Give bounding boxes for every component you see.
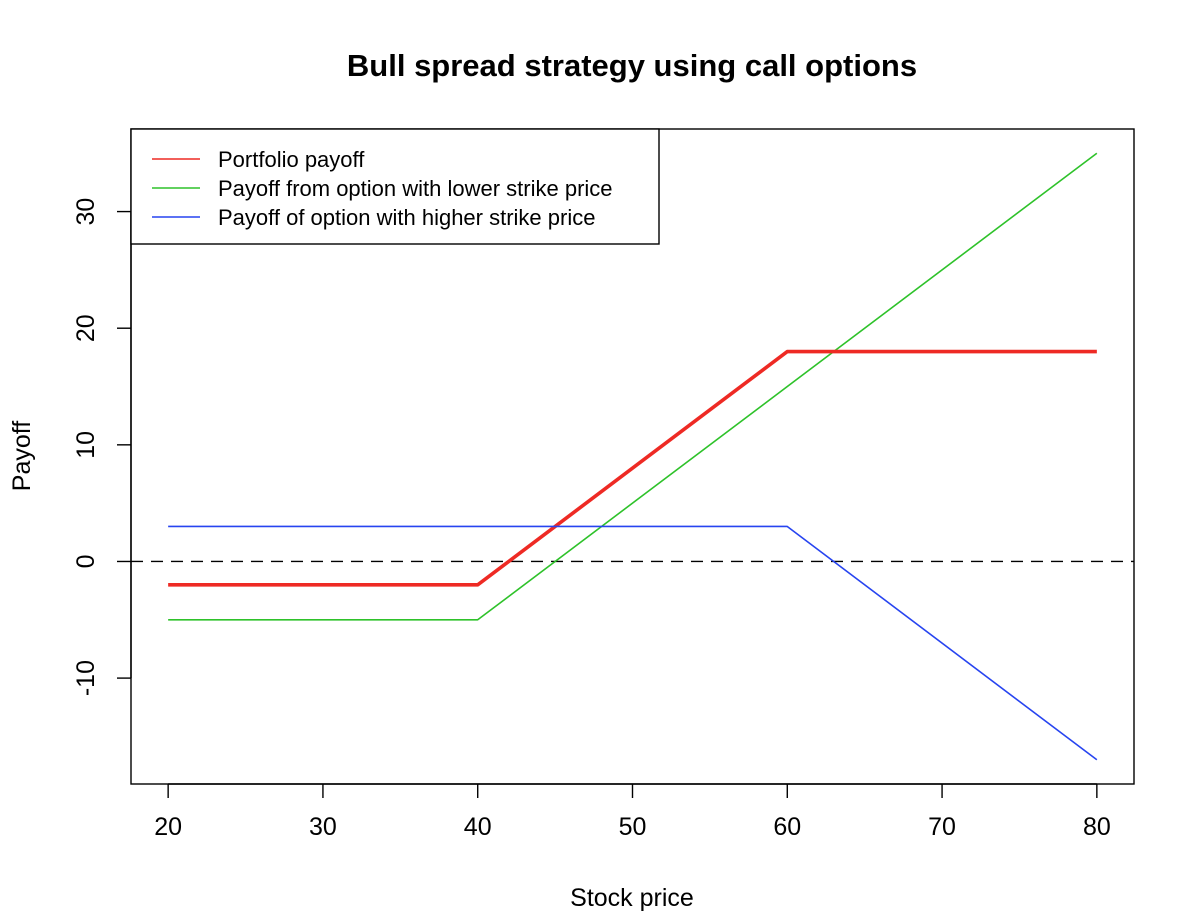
x-tick-label: 40	[464, 813, 492, 841]
chart-title: Bull spread strategy using call options	[347, 48, 917, 83]
y-tick-label: 30	[72, 198, 100, 226]
legend-label-1: Payoff from option with lower strike pri…	[218, 176, 613, 201]
x-tick-label: 20	[154, 813, 182, 841]
x-tick-label: 50	[619, 813, 647, 841]
x-tick-label: 30	[309, 813, 337, 841]
y-axis-label: Payoff	[8, 421, 36, 491]
y-tick-label: 20	[72, 314, 100, 342]
legend-label-2: Payoff of option with higher strike pric…	[218, 205, 595, 230]
legend-label-0: Portfolio payoff	[218, 147, 365, 172]
x-tick-label: 70	[928, 813, 956, 841]
x-axis-label: Stock price	[570, 884, 694, 912]
x-tick-label: 80	[1083, 813, 1111, 841]
legend: Portfolio payoff Payoff from option with …	[131, 129, 659, 244]
y-axis: -10 0 10 20 30	[72, 198, 131, 697]
y-tick-label: 0	[72, 555, 100, 569]
y-tick-label: 10	[72, 431, 100, 459]
x-axis: 20 30 40 50 60 70 80	[154, 784, 1111, 841]
series-line-0	[168, 352, 1097, 585]
x-tick-label: 60	[773, 813, 801, 841]
y-tick-label: -10	[72, 660, 100, 696]
